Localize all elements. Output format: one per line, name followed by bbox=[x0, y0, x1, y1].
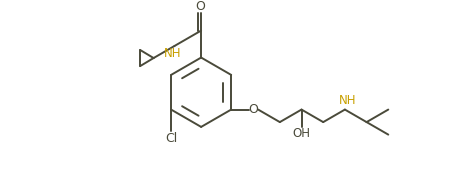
Text: NH: NH bbox=[339, 94, 357, 107]
Text: OH: OH bbox=[292, 127, 310, 140]
Text: O: O bbox=[195, 0, 205, 13]
Text: NH: NH bbox=[164, 47, 181, 60]
Text: Cl: Cl bbox=[165, 132, 177, 145]
Text: O: O bbox=[249, 103, 258, 116]
